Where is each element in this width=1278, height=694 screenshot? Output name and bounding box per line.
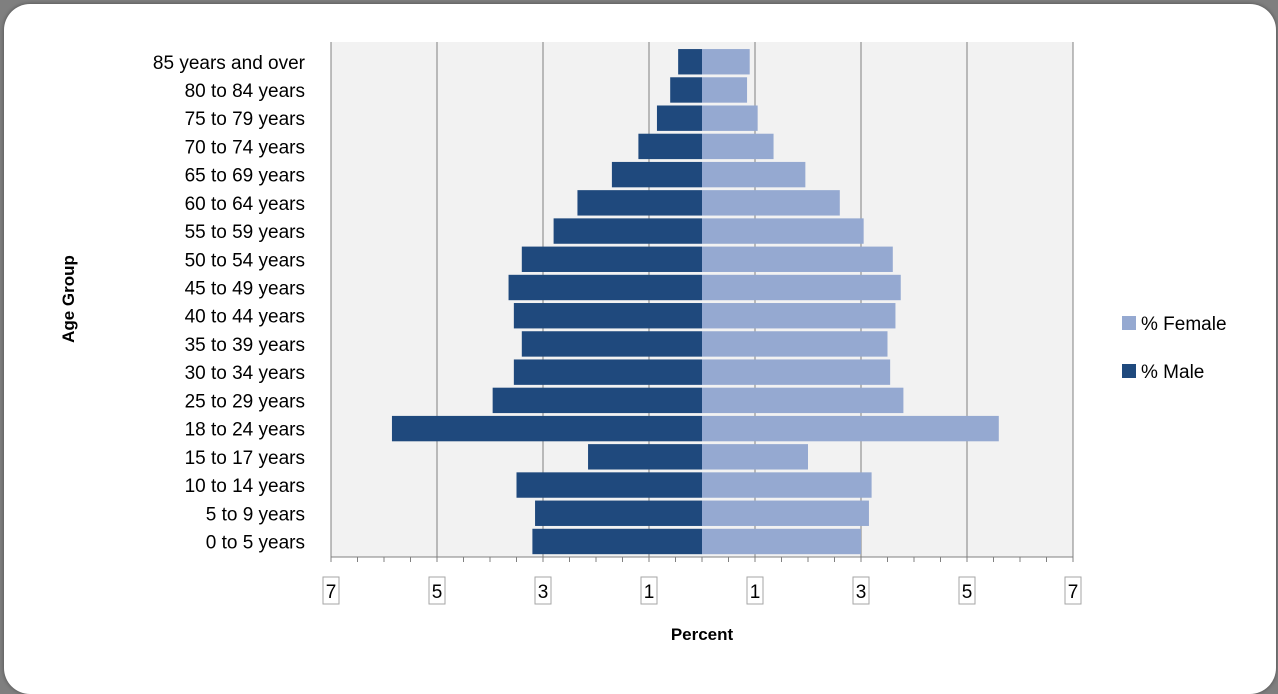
x-tick-labels: 7 5 3 1 1 3 5 7 bbox=[322, 576, 1082, 605]
bar-female bbox=[702, 444, 808, 470]
y-category-label: 35 to 39 years bbox=[185, 335, 305, 356]
x-tick-box bbox=[534, 576, 552, 605]
x-tick-box bbox=[640, 576, 658, 605]
x-axis bbox=[330, 556, 1074, 562]
bar-male bbox=[577, 190, 702, 216]
bar-female bbox=[702, 303, 896, 329]
legend-swatch bbox=[1122, 364, 1136, 378]
bar-male bbox=[670, 77, 702, 103]
bar-female bbox=[702, 161, 806, 188]
y-category-label: 80 to 84 years bbox=[185, 81, 305, 102]
x-tick-box bbox=[746, 576, 764, 605]
y-category-label: 25 to 29 years bbox=[185, 391, 305, 412]
bar-male bbox=[678, 49, 702, 75]
bar-female bbox=[702, 359, 891, 385]
y-category-label: 30 to 34 years bbox=[185, 363, 305, 384]
y-category-label: 15 to 17 years bbox=[185, 448, 305, 469]
bar-female bbox=[702, 77, 748, 103]
x-tick-label: 5 bbox=[962, 582, 973, 603]
bar-male bbox=[508, 274, 702, 301]
y-category-label: 10 to 14 years bbox=[185, 476, 305, 497]
y-category-label: 45 to 49 years bbox=[185, 279, 305, 300]
y-axis-title: Age Group bbox=[59, 255, 78, 343]
y-category-label: 60 to 64 years bbox=[185, 194, 305, 215]
legend-swatch bbox=[1122, 316, 1136, 330]
bar-male bbox=[513, 359, 702, 385]
bar-female bbox=[702, 500, 869, 526]
bar-male bbox=[588, 444, 702, 470]
bar-female bbox=[702, 218, 864, 244]
bar-female bbox=[702, 528, 861, 555]
bars bbox=[391, 49, 999, 555]
bar-male bbox=[553, 218, 702, 244]
x-tick-label: 3 bbox=[538, 582, 549, 603]
bar-male bbox=[638, 133, 702, 160]
bar-male bbox=[656, 105, 702, 131]
bar-female bbox=[702, 133, 774, 160]
x-tick-box bbox=[322, 576, 340, 605]
bar-female bbox=[702, 274, 901, 301]
bar-male bbox=[532, 528, 702, 555]
y-category-label: 40 to 44 years bbox=[185, 307, 305, 328]
x-axis-title: Percent bbox=[671, 625, 734, 644]
bar-female bbox=[702, 190, 840, 216]
bar-male bbox=[492, 387, 702, 414]
bar-male bbox=[391, 415, 702, 442]
bar-female bbox=[702, 246, 893, 272]
legend: % Female % Male bbox=[1122, 314, 1227, 383]
y-category-label: 18 to 24 years bbox=[185, 420, 305, 441]
y-category-label: 55 to 59 years bbox=[185, 222, 305, 243]
bar-male bbox=[516, 472, 702, 498]
y-category-label: 85 years and over bbox=[153, 53, 306, 74]
y-category-label: 70 to 74 years bbox=[185, 137, 305, 158]
y-category-label: 0 to 5 years bbox=[206, 532, 305, 553]
x-tick-label: 1 bbox=[644, 582, 655, 603]
bar-female bbox=[702, 472, 872, 498]
x-tick-box bbox=[428, 576, 446, 605]
bar-male bbox=[521, 246, 702, 272]
x-tick-label: 7 bbox=[326, 582, 337, 603]
bar-female bbox=[702, 331, 888, 357]
bar-male bbox=[535, 500, 702, 526]
bar-male bbox=[521, 331, 702, 357]
bar-male bbox=[513, 303, 702, 329]
x-tick-label: 5 bbox=[432, 582, 443, 603]
x-tick-box bbox=[1064, 576, 1082, 605]
bar-female bbox=[702, 415, 999, 442]
bar-female bbox=[702, 49, 750, 75]
y-category-label: 75 to 79 years bbox=[185, 109, 305, 130]
y-category-label: 65 to 69 years bbox=[185, 166, 305, 187]
legend-label: % Male bbox=[1141, 362, 1204, 383]
y-category-labels: 0 to 5 years 5 to 9 years 10 to 14 years 15… bbox=[153, 53, 306, 554]
x-tick-label: 7 bbox=[1068, 582, 1079, 603]
bar-male bbox=[611, 161, 702, 188]
y-category-label: 5 to 9 years bbox=[206, 504, 305, 525]
x-tick-box bbox=[852, 576, 870, 605]
legend-label: % Female bbox=[1141, 314, 1227, 335]
chart-frame: 0 to 5 years 5 to 9 years 10 to 14 years 15… bbox=[4, 4, 1276, 694]
x-tick-box bbox=[958, 576, 976, 605]
bar-female bbox=[702, 387, 904, 414]
y-category-label: 50 to 54 years bbox=[185, 250, 305, 271]
x-tick-label: 1 bbox=[750, 582, 761, 603]
x-tick-label: 3 bbox=[856, 582, 867, 603]
bar-female bbox=[702, 105, 758, 131]
